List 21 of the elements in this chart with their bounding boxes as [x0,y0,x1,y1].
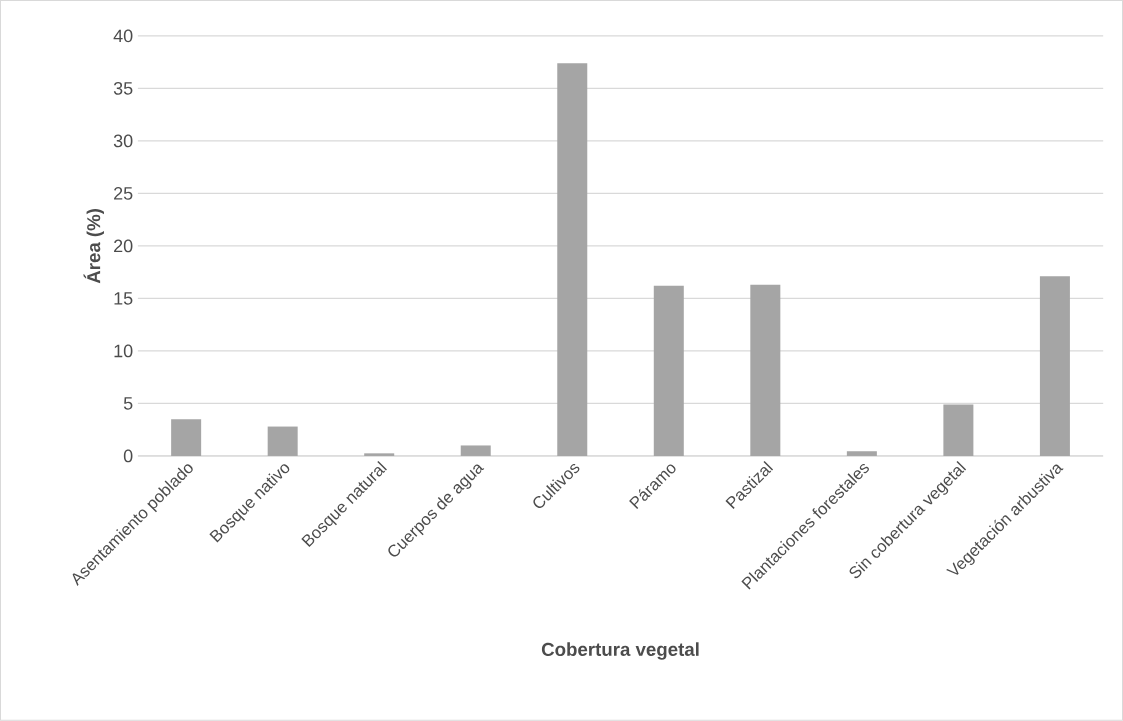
y-axis-title: Área (%) [83,209,104,284]
y-tick-label: 30 [113,134,133,148]
y-tick-label: 10 [114,344,133,358]
y-tick-label: 35 [113,82,133,95]
bar [364,453,395,457]
y-tick-label: 15 [114,292,133,305]
bar [750,284,781,457]
bar [557,63,588,457]
bar [267,426,298,457]
y-tick-label: 40 [113,29,133,43]
bar [171,419,202,457]
bar [1039,276,1070,457]
y-tick-label: 20 [114,239,133,253]
y-tick-label: 5 [123,397,133,410]
y-tick-label: 25 [114,187,133,200]
x-axis-title: Cobertura vegetal [541,642,699,660]
y-tick-label: 0 [123,449,133,463]
bar [846,451,877,457]
bar [460,445,491,457]
bar [943,404,974,457]
bar [653,285,684,457]
